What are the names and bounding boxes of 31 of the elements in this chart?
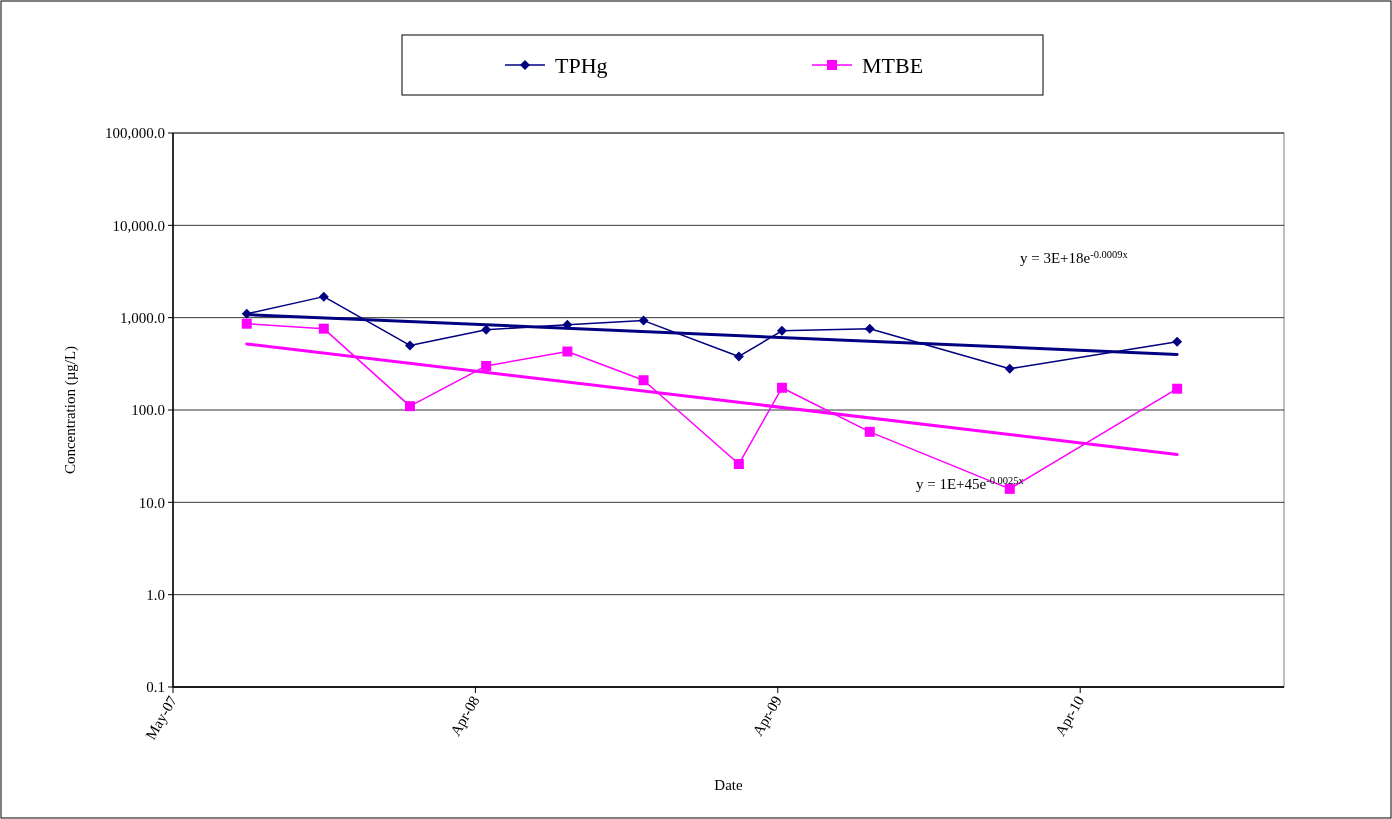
y-axis-title: Concentration (µg/L) (62, 345, 79, 475)
y-tick-label: 10.0 (138, 494, 165, 511)
point (404, 401, 415, 412)
y-tick-label: 0.1 (146, 679, 165, 696)
point (241, 318, 252, 329)
x-axis-title: Date (714, 777, 743, 793)
annotation: y = 3E+18e$^{-0.0009x}$ (1020, 248, 1129, 266)
y-tick-label: 1,000.0 (120, 309, 165, 326)
y-tick-label: 100.0 (131, 402, 165, 419)
point (864, 323, 875, 334)
point (1172, 383, 1183, 394)
point (1004, 363, 1015, 374)
point (864, 426, 875, 437)
point (1172, 336, 1183, 347)
y-tick-label: 100,000.0 (105, 125, 165, 142)
point (776, 382, 787, 393)
legend-label: TPHg (555, 52, 608, 78)
annotation: y = 1E+45e$^{-0.0025x}$ (916, 474, 1025, 492)
point (404, 340, 415, 351)
point (733, 351, 744, 362)
point (481, 360, 492, 371)
y-tick-label: 1.0 (146, 586, 165, 603)
point (318, 291, 329, 302)
point (733, 459, 744, 470)
point (562, 346, 573, 357)
point (638, 315, 649, 326)
legend-label: MTBE (862, 52, 924, 78)
point (638, 375, 649, 386)
point (776, 325, 787, 336)
y-tick-label: 10,000.0 (112, 217, 165, 234)
point (318, 323, 329, 334)
